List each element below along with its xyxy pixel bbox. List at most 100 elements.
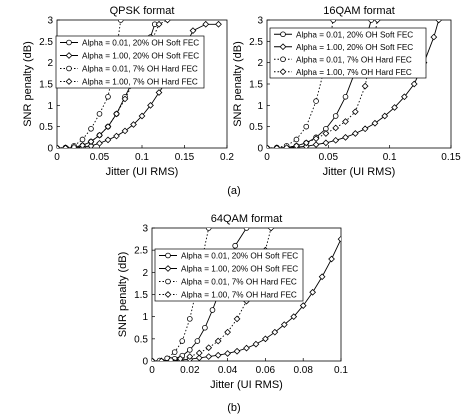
data-point — [186, 353, 194, 360]
chart-title: 64QAM format — [211, 213, 283, 225]
data-point — [147, 101, 154, 109]
data-point — [283, 144, 290, 148]
y-tick-label: 0 — [47, 144, 53, 155]
data-point — [96, 139, 103, 147]
data-point — [164, 20, 171, 24]
x-axis-label: Jitter (UI RMS) — [323, 166, 396, 178]
legend-marker — [66, 65, 72, 72]
y-tick-label: 2.5 — [134, 246, 148, 257]
data-point — [179, 338, 186, 344]
data-point — [224, 350, 231, 357]
y-tick-label: 3 — [142, 224, 148, 235]
data-point — [176, 355, 184, 361]
chart-16qam: 16QAM format 0 0.05 0.1 0.15 0 0.5 1 1.5 2 2.5 3 Jit… — [232, 5, 461, 178]
x-tick-label: 0.05 — [90, 152, 110, 163]
data-point — [430, 33, 438, 41]
data-point — [57, 144, 61, 148]
legend-marker — [164, 291, 172, 298]
chart-title: 16QAM format — [323, 5, 395, 17]
data-point — [88, 126, 94, 132]
legend-entry: Alpha = 1.00, 7% OH Hard FEC — [296, 68, 412, 77]
data-point — [381, 112, 389, 120]
data-point — [205, 353, 213, 360]
data-point — [202, 20, 210, 28]
panel-label-b: (b) — [227, 402, 240, 414]
legend-marker — [280, 56, 286, 63]
legend-marker — [279, 68, 287, 76]
data-point — [189, 27, 197, 35]
data-point — [309, 288, 317, 296]
legend-entry: Alpha = 1.00, 20% OH Soft FEC — [82, 52, 199, 61]
y-tick-label: 2.5 — [249, 37, 263, 48]
chart-qpsk: QPSK format 0 0.05 0.1 0.15 0.2 0 0.5 1 1.5 2 2.5 3 J… — [22, 5, 234, 178]
legend-entry: Alpha = 0.01, 7% OH Hard FEC — [82, 65, 198, 74]
legend-entry: Alpha = 1.00, 20% OH Soft FEC — [181, 265, 298, 274]
data-point — [96, 111, 103, 117]
legend-entry: Alpha = 1.00, 7% OH Hard FEC — [181, 291, 297, 300]
y-tick-label: 0 — [257, 144, 263, 155]
legend-entry: Alpha = 0.01, 7% OH Hard FEC — [296, 55, 412, 64]
data-point — [401, 93, 408, 101]
data-point — [267, 144, 271, 148]
data-point — [332, 136, 340, 144]
data-point — [342, 94, 349, 100]
y-tick-label: 0.5 — [39, 122, 53, 133]
data-point — [62, 144, 69, 148]
x-tick-label: 0.06 — [256, 365, 276, 376]
x-tick-label: 0.04 — [218, 365, 238, 376]
data-point — [374, 20, 381, 24]
legend: Alpha = 0.01, 20% OH Soft FEC Alpha = 1.0… — [269, 27, 427, 79]
chart-64qam: 64QAM format 0 0.02 0.04 0.06 0.08 0.1 0 0.5 1 1.5… — [117, 213, 348, 391]
x-axis-label: Jitter (UI RMS) — [210, 379, 283, 391]
data-point — [391, 104, 398, 111]
legend-marker — [165, 252, 171, 259]
data-point — [167, 356, 175, 361]
data-point — [262, 335, 269, 343]
data-point — [155, 20, 163, 28]
legend-entry: Alpha = 1.00, 7% OH Hard FEC — [82, 78, 198, 87]
x-tick-label: 0.02 — [180, 365, 200, 376]
data-point — [233, 315, 241, 323]
legend: Alpha = 0.01, 20% OH Soft FEC Alpha = 1.0… — [154, 248, 304, 302]
data-point — [337, 235, 341, 243]
data-point — [293, 142, 300, 148]
data-point — [209, 307, 216, 313]
y-tick-label: 2 — [47, 58, 53, 69]
y-axis-label: SNR penalty (dB) — [22, 41, 34, 127]
legend-marker — [165, 278, 171, 285]
data-point — [121, 95, 129, 103]
data-point — [303, 123, 310, 130]
data-point — [205, 344, 213, 352]
chart-title: QPSK format — [110, 5, 175, 17]
y-tick-label: 0.5 — [134, 334, 148, 345]
y-tick-label: 2 — [142, 268, 148, 279]
data-point — [342, 133, 349, 141]
data-point — [121, 127, 129, 135]
data-point — [232, 242, 238, 249]
data-point — [187, 347, 193, 353]
y-tick-label: 3 — [47, 16, 53, 27]
data-point — [351, 130, 359, 137]
data-point — [130, 121, 137, 128]
x-tick-label: 0.1 — [383, 152, 397, 163]
y-axis-label: SNR penalty (dB) — [232, 41, 244, 127]
data-point — [70, 143, 78, 148]
x-tick-label: 0 — [149, 365, 155, 376]
y-tick-label: 1.5 — [39, 80, 53, 91]
x-tick-label: 0.08 — [293, 365, 313, 376]
x-axis-label: Jitter (UI RMS) — [106, 166, 179, 178]
data-point — [224, 328, 231, 336]
x-tick-label: 0.15 — [441, 152, 461, 163]
data-point — [215, 20, 222, 28]
x-tick-label: 0 — [264, 152, 270, 163]
data-point — [280, 321, 288, 329]
data-point — [79, 136, 86, 143]
data-point — [322, 139, 330, 147]
data-point — [267, 228, 275, 232]
legend-entry: Alpha = 0.01, 20% OH Soft FEC — [296, 30, 413, 39]
data-point — [330, 20, 337, 23]
data-point — [435, 20, 443, 24]
y-tick-label: 1 — [257, 101, 263, 112]
y-tick-label: 1 — [47, 101, 53, 112]
